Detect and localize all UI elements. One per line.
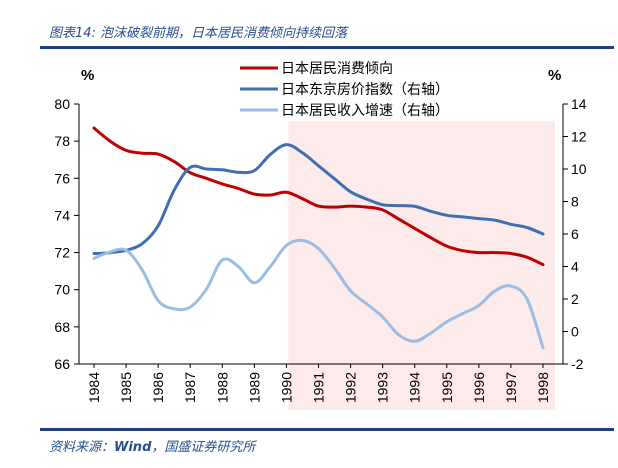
bottom-rule (40, 428, 614, 431)
left-tick-label: 80 (54, 96, 70, 112)
x-tick-label: 1989 (246, 372, 262, 403)
source-bold: Wind (114, 440, 152, 455)
legend-label-3: 日本居民收入增速（右轴） (281, 103, 449, 119)
right-tick-label: 12 (571, 129, 587, 145)
left-tick-label: 76 (54, 170, 70, 186)
right-unit-label: % (548, 67, 561, 84)
right-tick-label: -2 (571, 356, 584, 372)
x-tick-label: 1985 (118, 372, 134, 403)
right-tick-label: 2 (571, 291, 579, 307)
left-unit-label: % (81, 67, 94, 84)
x-tick-label: 1990 (278, 372, 294, 403)
left-tick-label: 70 (54, 282, 70, 298)
x-tick-label: 1988 (214, 372, 230, 403)
legend-label-1: 日本居民消费倾向 (281, 61, 393, 77)
right-tick-label: 6 (571, 226, 579, 242)
x-tick-label: 1996 (471, 372, 487, 403)
x-tick-label: 1987 (182, 372, 198, 403)
x-tick-label: 1984 (86, 372, 102, 403)
legend-label-2: 日本东京房价指数（右轴） (281, 82, 449, 98)
right-tick-label: 8 (571, 194, 579, 210)
right-tick-label: 4 (571, 259, 579, 275)
highlight-region (288, 121, 555, 410)
series-line-2 (92, 143, 545, 255)
left-tick-label: 68 (54, 319, 70, 335)
figure-caption: 图表14: 泡沫破裂前期，日本居民消费倾向持续回落 (49, 26, 348, 41)
series-line-1 (92, 126, 545, 267)
left-tick-label: 78 (54, 133, 70, 149)
left-tick-label: 74 (54, 207, 70, 223)
left-tick-label: 72 (54, 245, 70, 261)
x-tick-label: 1997 (503, 372, 519, 403)
x-tick-label: 1998 (535, 372, 551, 403)
x-tick-label: 1993 (375, 372, 391, 403)
x-tick-label: 1994 (407, 372, 423, 403)
series-line-3 (92, 238, 545, 350)
x-tick-label: 1995 (439, 372, 455, 403)
x-tick-label: 1991 (311, 372, 327, 403)
left-tick-label: 66 (54, 356, 70, 372)
source-note: 资料来源：Wind，国盛证券研究所 (49, 436, 255, 455)
right-tick-label: 10 (571, 161, 587, 177)
right-tick-label: 14 (571, 96, 587, 112)
source-prefix: 资料来源： (49, 440, 115, 455)
x-tick-label: 1992 (343, 372, 359, 403)
x-tick-label: 1986 (150, 372, 166, 403)
right-tick-label: 0 (571, 324, 579, 340)
top-rule (40, 46, 614, 49)
source-suffix: ，国盛证券研究所 (151, 440, 256, 455)
